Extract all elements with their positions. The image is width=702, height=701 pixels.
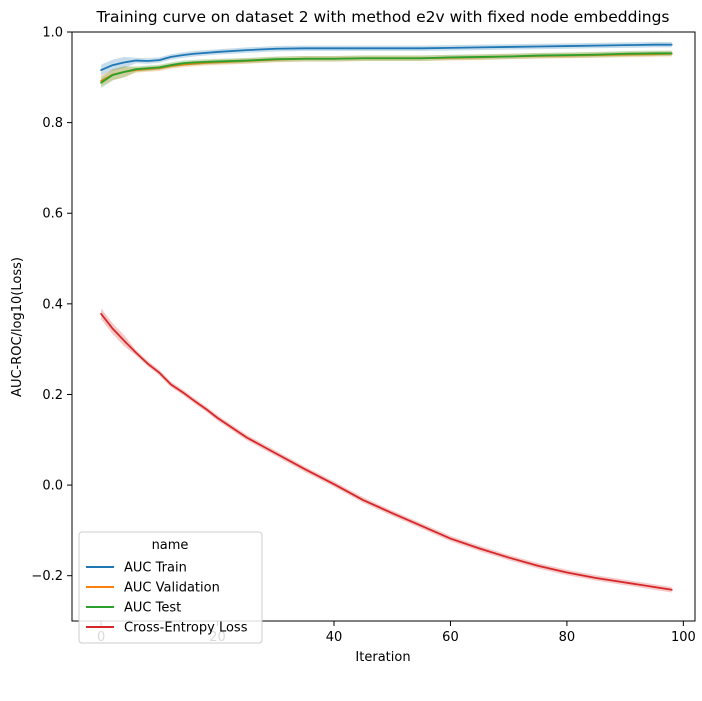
legend-label-auc-test: AUC Test [124,601,181,616]
x-tick-label: 100 [671,630,696,645]
y-tick-label: 1.0 [42,26,63,41]
legend-label-auc-validation: AUC Validation [124,581,220,596]
chart-title: Training curve on dataset 2 with method … [95,8,669,26]
y-tick-label: −0.2 [31,569,63,584]
x-tick-label: 40 [326,630,343,645]
legend-label-auc-train: AUC Train [124,561,187,576]
y-tick-label: 0.4 [42,297,63,312]
y-tick-label: 0.2 [42,388,63,403]
legend-label-cross-entropy-loss: Cross-Entropy Loss [124,621,248,636]
x-tick-label: 60 [442,630,459,645]
y-tick-label: 0.0 [42,479,63,494]
x-tick-label: 80 [559,630,576,645]
legend-title: name [152,538,189,553]
y-tick-label: 0.8 [42,116,63,131]
x-axis-label: Iteration [355,650,410,665]
legend: name AUC Train AUC Validation AUC Test Cros… [79,532,262,643]
y-axis-label: AUC-ROC/log10(Loss) [10,257,25,397]
y-tick-label: 0.6 [42,207,63,222]
